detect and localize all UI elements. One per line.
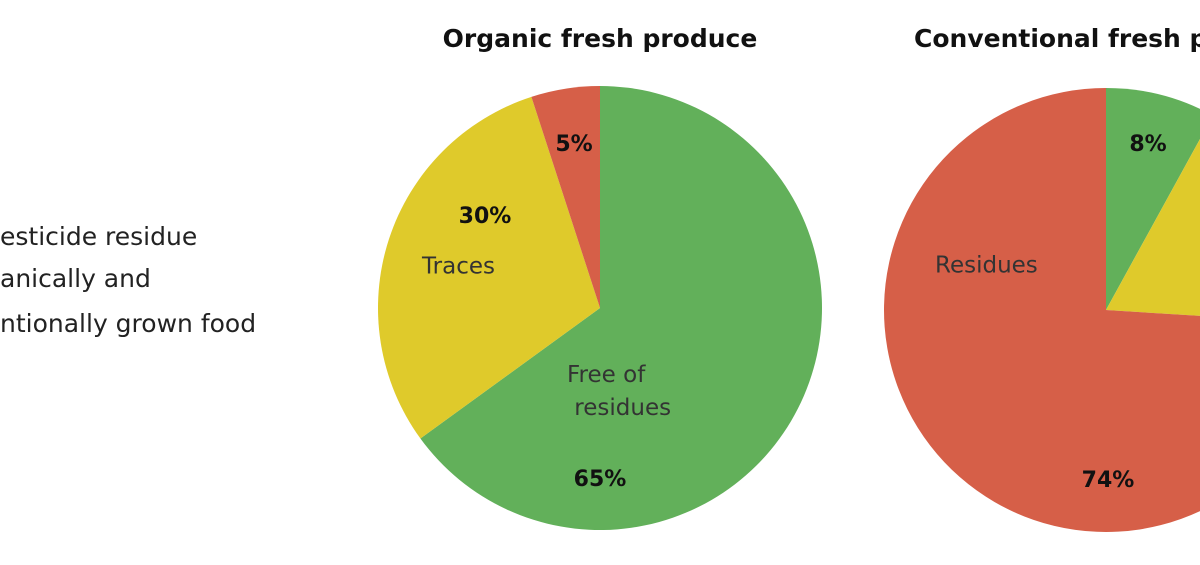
value-label: 8%	[1129, 132, 1166, 157]
value-label: 74%	[1082, 468, 1135, 493]
caption-line: esticide residue	[0, 222, 197, 251]
pie-slice	[1106, 88, 1200, 310]
category-label: Residues	[935, 253, 1038, 279]
category-label: Traces	[421, 254, 495, 280]
chart-title: Organic fresh produce	[443, 24, 758, 53]
pie-slice	[884, 88, 1200, 532]
pie-slice	[531, 86, 600, 308]
pie-slice	[420, 86, 822, 530]
value-label: 30%	[459, 204, 512, 229]
value-label: 5%	[555, 132, 592, 157]
pie-slice	[1106, 139, 1200, 316]
pie-slice	[378, 96, 600, 439]
caption-line: ntionally grown food	[0, 309, 256, 338]
caption-line: anically and	[0, 264, 151, 293]
category-label: Free of residues	[567, 362, 671, 421]
chart-title: Conventional fresh p	[914, 24, 1200, 53]
value-label: 65%	[574, 467, 627, 492]
